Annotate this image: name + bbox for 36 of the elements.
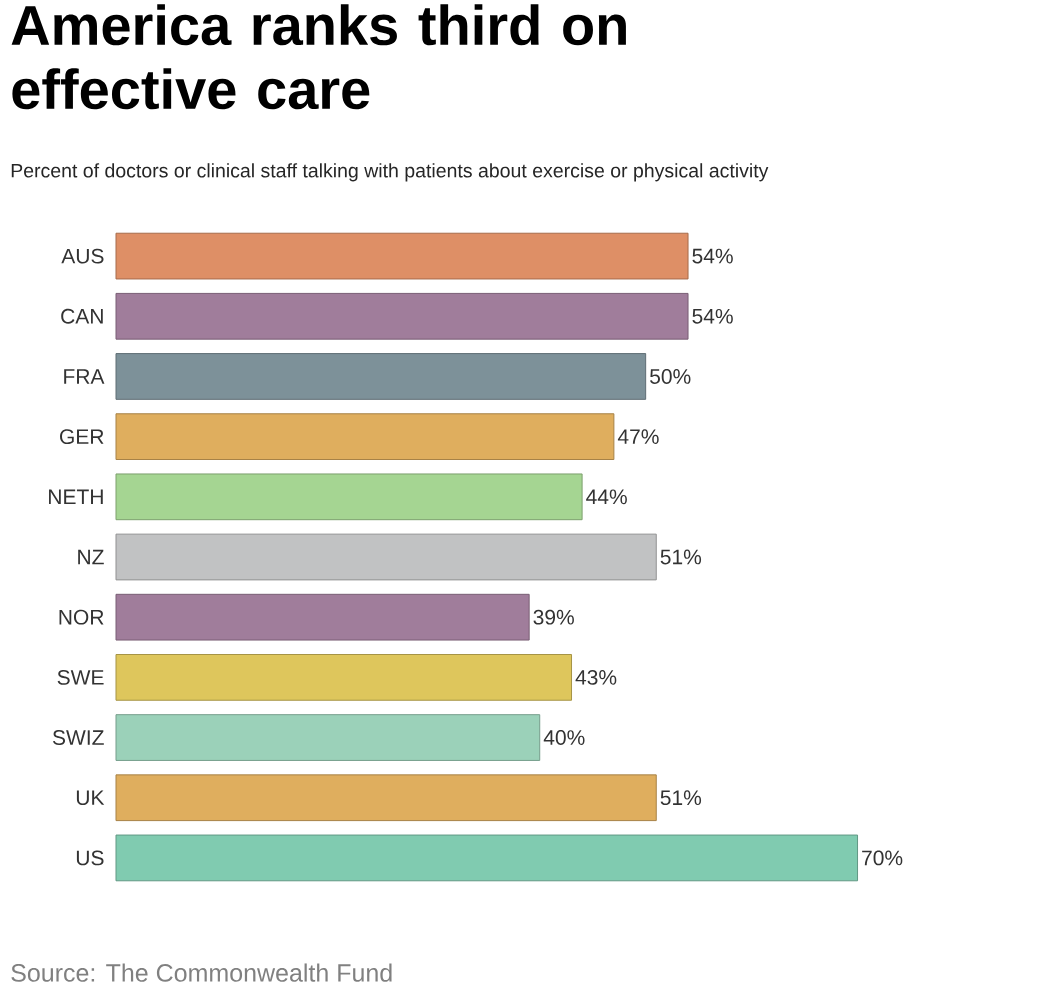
data-label: 40% bbox=[543, 730, 585, 745]
bar bbox=[115, 473, 583, 521]
bar bbox=[115, 593, 530, 641]
data-label: 47% bbox=[617, 429, 659, 444]
y-tick-label: NZ bbox=[78, 549, 104, 565]
y-tick-label: NETH bbox=[49, 489, 103, 505]
bar bbox=[115, 232, 689, 280]
chart-subtitle: Percent of doctors or clinical staff talking with patients about exercise or physical activity bbox=[11, 163, 769, 182]
bar bbox=[115, 353, 647, 400]
source-note: Source: The Commonwealth Fund bbox=[11, 963, 392, 982]
bar bbox=[115, 774, 657, 822]
y-tick-label: FRA bbox=[64, 369, 105, 384]
bar bbox=[115, 714, 541, 761]
data-label: 51% bbox=[660, 790, 702, 806]
bar bbox=[115, 292, 689, 340]
data-label: 44% bbox=[586, 489, 627, 505]
y-tick-label: NOR bbox=[59, 609, 104, 625]
data-label: 51% bbox=[660, 549, 702, 565]
y-tick-label: AUS bbox=[61, 248, 104, 264]
y-tick-label: UK bbox=[76, 790, 105, 806]
data-label: 54% bbox=[692, 248, 733, 264]
bar bbox=[115, 533, 657, 581]
data-label: 70% bbox=[862, 850, 903, 866]
y-tick-label: CAN bbox=[61, 308, 103, 324]
chart-title: America ranks third on effective care bbox=[11, 4, 626, 110]
data-label: 43% bbox=[575, 669, 617, 685]
bar bbox=[115, 413, 615, 461]
bar bbox=[115, 654, 573, 701]
data-label: 39% bbox=[533, 609, 574, 625]
y-tick-label: SWIZ bbox=[52, 730, 104, 745]
bar bbox=[115, 834, 859, 882]
data-label: 50% bbox=[650, 369, 691, 384]
data-label: 54% bbox=[692, 308, 733, 324]
y-tick-label: US bbox=[76, 850, 104, 866]
y-tick-label: GER bbox=[60, 429, 104, 445]
y-tick-label: SWE bbox=[57, 669, 104, 685]
